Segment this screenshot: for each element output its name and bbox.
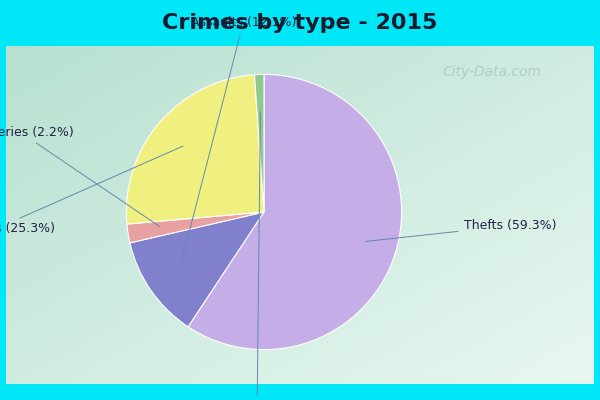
Text: Burglaries (25.3%): Burglaries (25.3%)	[0, 146, 183, 235]
Text: Crimes by type - 2015: Crimes by type - 2015	[163, 13, 437, 33]
Bar	[0, 0, 6, 400]
Wedge shape	[188, 74, 401, 350]
Bar	[0, 0, 600, 46]
Wedge shape	[127, 75, 264, 224]
Text: Thefts (59.3%): Thefts (59.3%)	[365, 219, 556, 242]
Text: Assaults (12.1%): Assaults (12.1%)	[180, 16, 296, 268]
Text: Robberies (2.2%): Robberies (2.2%)	[0, 126, 160, 226]
Bar	[594, 0, 600, 400]
Wedge shape	[254, 74, 264, 212]
Text: Auto thefts (1.1%): Auto thefts (1.1%)	[200, 112, 314, 400]
Wedge shape	[127, 212, 264, 243]
Bar	[0, 384, 600, 400]
Wedge shape	[130, 212, 264, 327]
Text: City-Data.com: City-Data.com	[442, 65, 542, 79]
